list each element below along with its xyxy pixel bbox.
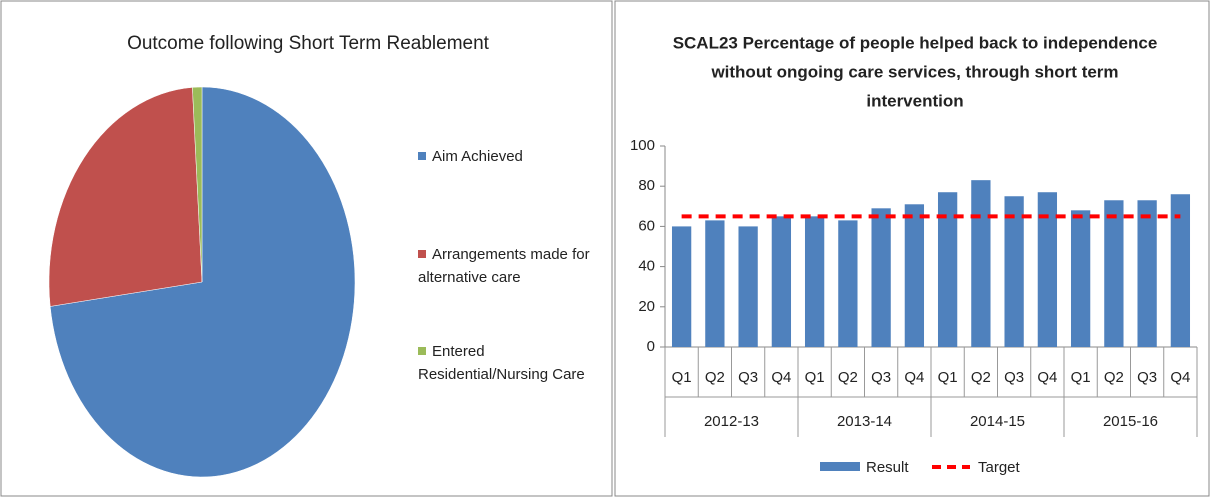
pie-slice: [192, 86, 203, 283]
chart-title: SCAL23 Percentage of people helped back …: [673, 33, 1158, 52]
x-tick-label: Q1: [805, 369, 825, 386]
bar: [804, 216, 825, 347]
y-tick-label: 80: [638, 177, 655, 194]
pie-slice: [49, 86, 356, 478]
legend-label: Arrangements made for alternative care: [418, 246, 590, 286]
left-panel: [0, 0, 613, 497]
legend-label: Result: [866, 459, 909, 476]
legend-label: Aim Achieved: [432, 148, 523, 165]
pie-title: Outcome following Short Term Reablement: [127, 33, 490, 54]
x-tick-label: Q3: [871, 369, 891, 386]
x-group-label: 2015-16: [1103, 413, 1158, 430]
legend-swatch: [820, 462, 860, 471]
bar: [738, 226, 758, 347]
x-tick-label: Q1: [938, 369, 958, 386]
legend-item: Arrangements made for alternative care: [418, 243, 608, 289]
x-tick-label: Q3: [738, 369, 758, 386]
legend-item: Aim Achieved: [418, 145, 608, 168]
chart-title: without ongoing care services, through s…: [710, 62, 1118, 81]
legend-swatch: [418, 152, 426, 160]
bar: [1104, 200, 1124, 347]
legend-swatch: [418, 347, 426, 355]
y-tick-label: 40: [638, 258, 655, 275]
x-tick-label: Q4: [1037, 369, 1057, 386]
x-tick-label: Q2: [705, 369, 725, 386]
y-tick-label: 0: [647, 338, 655, 355]
y-tick-label: 20: [638, 298, 655, 315]
pie-slice: [48, 87, 203, 307]
legend-swatch: [418, 250, 426, 258]
legend-label: Target: [978, 459, 1021, 476]
bar: [971, 180, 991, 347]
bar: [838, 220, 858, 347]
x-tick-label: Q2: [971, 369, 991, 386]
bar: [904, 204, 925, 347]
bar: [1004, 196, 1024, 347]
x-tick-label: Q1: [672, 369, 692, 386]
x-group-label: 2013-14: [837, 413, 892, 430]
x-tick-label: Q4: [771, 369, 791, 386]
bar: [705, 220, 725, 347]
legend-item: Entered Residential/Nursing Care: [418, 340, 608, 386]
x-group-label: 2014-15: [970, 413, 1025, 430]
legend-label: Entered Residential/Nursing Care: [418, 343, 585, 383]
x-tick-label: Q2: [1104, 369, 1124, 386]
y-tick-label: 60: [638, 217, 655, 234]
bar: [671, 226, 692, 347]
x-tick-label: Q4: [904, 369, 924, 386]
bar: [937, 192, 958, 347]
bar: [771, 216, 792, 347]
y-tick-label: 100: [630, 137, 655, 154]
right-panel: [614, 0, 1210, 497]
x-tick-label: Q2: [838, 369, 858, 386]
bar: [1070, 210, 1091, 347]
x-tick-label: Q3: [1004, 369, 1024, 386]
bar: [871, 208, 891, 347]
x-tick-label: Q3: [1137, 369, 1157, 386]
x-tick-label: Q4: [1170, 369, 1190, 386]
x-tick-label: Q1: [1071, 369, 1091, 386]
bar: [1037, 192, 1058, 347]
x-group-label: 2012-13: [704, 413, 759, 430]
chart-title: intervention: [866, 91, 963, 110]
bar: [1170, 194, 1191, 347]
bar: [1137, 200, 1157, 347]
